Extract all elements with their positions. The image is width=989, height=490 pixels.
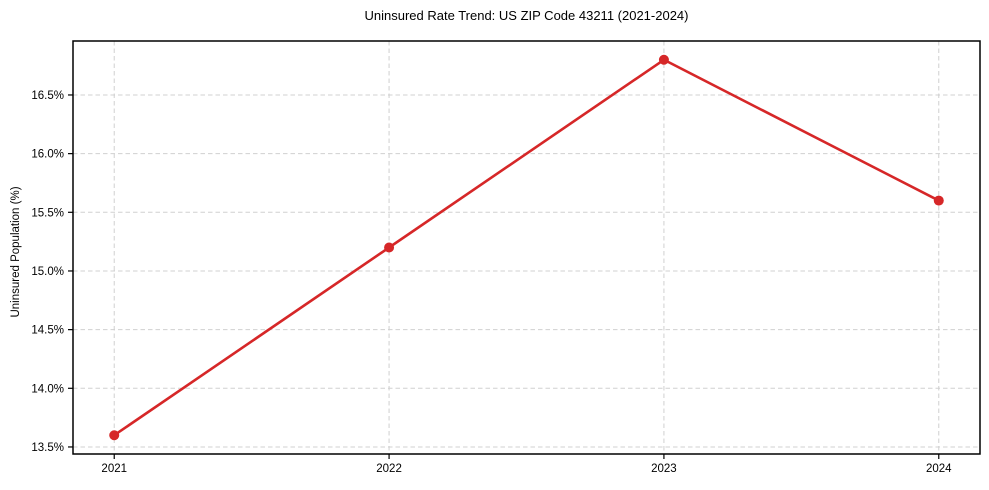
y-tick-label: 14.5% [31, 325, 64, 337]
y-tick-label: 14.0% [31, 383, 64, 395]
plot-border [72, 40, 981, 455]
chart-title: Uninsured Rate Trend: US ZIP Code 43211 … [364, 8, 689, 23]
y-tick-label: 15.5% [31, 207, 64, 219]
x-tick-label: 2023 [651, 463, 677, 475]
trend-line [112, 58, 941, 437]
data-point-2022 [384, 242, 395, 253]
x-tick-label: 2024 [926, 463, 952, 475]
y-tick-label: 16.0% [31, 149, 64, 161]
data-point-2023 [658, 54, 669, 65]
data-point-2024 [933, 195, 944, 206]
y-tick-label: 16.5% [31, 90, 64, 102]
x-tick-label: 2021 [101, 463, 127, 475]
data-point-2021 [109, 430, 120, 441]
x-tick-label: 2022 [376, 463, 402, 475]
y-tick-label: 13.5% [31, 442, 64, 454]
y-tick-label: 15.0% [31, 266, 64, 278]
